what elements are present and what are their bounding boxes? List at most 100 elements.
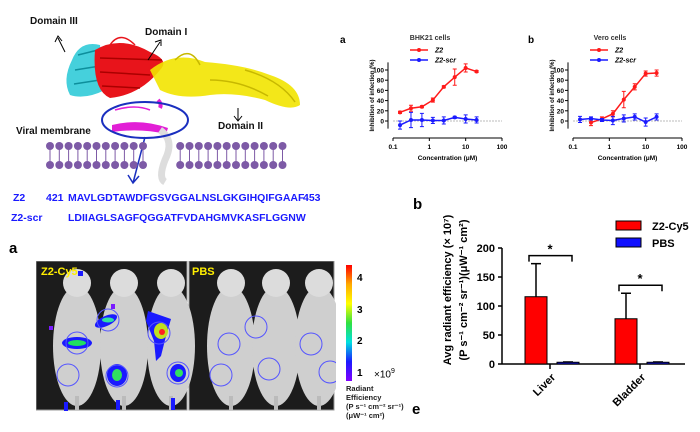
domain-iii-arrow-icon [54, 35, 66, 53]
x-tick-label: 10 [642, 144, 650, 151]
colorbar-title-line: (P s⁻¹ cm⁻² sr⁻¹) [346, 402, 404, 411]
data-point [441, 84, 446, 89]
mouse-head [63, 269, 91, 297]
colorbar-scale: ×10 [374, 369, 391, 381]
colorbar-multiplier: ×109 [374, 368, 395, 380]
y-axis-label: Inhibition of infection (%) [370, 60, 376, 132]
stem-peptide-helix [112, 98, 173, 186]
lipid-head [213, 161, 222, 169]
y-axis-label: (P s⁻¹ cm⁻² sr⁻¹)(μW⁻¹ cm²) [458, 219, 470, 360]
y-tick-label: 0 [380, 119, 384, 126]
mouse-head [305, 269, 333, 297]
lipid-head [176, 161, 185, 169]
bar [646, 361, 670, 365]
y-tick-label: 40 [377, 98, 385, 105]
y-tick-label: 60 [557, 88, 565, 95]
lipid-head [111, 161, 120, 169]
data-point [632, 84, 637, 89]
lipid-head [278, 142, 287, 150]
lipid-head [111, 142, 120, 150]
colorbar-tick: 1 [357, 367, 363, 379]
data-point [610, 111, 615, 116]
mouse-head [217, 269, 245, 297]
x-tick-label: 100 [677, 144, 688, 151]
legend-label: PBS [652, 238, 675, 250]
data-point [398, 123, 403, 128]
lipid-head [222, 142, 231, 150]
y-tick-label: 40 [557, 98, 565, 105]
protein-structure-illustration [46, 35, 300, 186]
lipid-head [92, 161, 101, 169]
mouse-body [207, 286, 255, 406]
mouse-tail [317, 396, 321, 410]
data-point [419, 117, 424, 122]
data-point [430, 98, 435, 103]
y-tick-label: 60 [377, 88, 385, 95]
domain-ii-ribbon [150, 52, 300, 108]
data-point [408, 106, 413, 111]
y-tick-label: 80 [557, 78, 565, 85]
viral-membrane-label: Viral membrane [16, 126, 91, 137]
legend-label: Z2-scr [614, 58, 637, 65]
lipid-head [241, 161, 250, 169]
viral-membrane-bilayer [46, 142, 287, 169]
legend-swatch [615, 220, 642, 231]
lipid-head [101, 161, 110, 169]
highlight-ellipse [101, 101, 189, 139]
lipid-head [185, 161, 194, 169]
data-point [408, 117, 413, 122]
bar [614, 318, 638, 365]
mouse-tail [229, 396, 233, 410]
lipid-head [55, 142, 64, 150]
lipid-head [204, 161, 213, 169]
data-point [654, 71, 659, 76]
data-point [632, 114, 637, 119]
lipid-head [55, 161, 64, 169]
lipid-head [250, 161, 259, 169]
legend-label: Z2 [614, 48, 623, 55]
lipid-head [269, 142, 278, 150]
domain-i-label: Domain I [145, 27, 188, 38]
y-tick-label: 0 [489, 359, 495, 371]
group-label-z2cy5: Z2-Cy5 [41, 266, 78, 278]
lipid-head [222, 161, 231, 169]
data-point [419, 104, 424, 109]
y-tick-label: 150 [477, 272, 495, 284]
lipid-head [185, 142, 194, 150]
legend-label: Z2-scr [434, 58, 457, 65]
lipid-head [46, 142, 54, 150]
domain-ii-arrow-icon [233, 108, 243, 122]
y-tick-label: 200 [477, 243, 495, 255]
x-axis-label: Concentration (μM) [418, 155, 478, 162]
group-label-pbs: PBS [192, 266, 215, 278]
colorbar-title: Radiant Efficiency (P s⁻¹ cm⁻² sr⁻¹) (μW… [346, 384, 404, 420]
mouse-head [110, 269, 138, 297]
mouse-tail [122, 396, 126, 410]
data-point [463, 65, 468, 70]
data-point [588, 116, 593, 121]
lipid-head [259, 142, 268, 150]
mouse-body [100, 286, 148, 406]
domain-i-arrow-icon [147, 39, 162, 61]
roi-circles [56, 308, 336, 388]
colorbar-exponent: 9 [390, 368, 395, 375]
lipid-head [83, 142, 92, 150]
legend-marker [417, 58, 421, 62]
lipid-head [241, 142, 250, 150]
mouse-head [157, 269, 185, 297]
legend-label: Z2 [434, 48, 443, 55]
y-tick-label: 100 [553, 68, 564, 75]
lipid-head [73, 142, 82, 150]
x-tick-label: 10 [462, 144, 470, 151]
legend-marker [597, 48, 601, 52]
lipid-head [176, 142, 185, 150]
lipid-head [194, 161, 203, 169]
lipid-head [46, 161, 54, 169]
data-point [398, 110, 403, 115]
bhk21-inhibition-chart: BHK21 cells 0 20 40 60 80 100 0.1 1 10 100 Concentr… [370, 35, 508, 162]
mouse-tail [274, 396, 278, 410]
mouse-imaging [36, 261, 336, 411]
sequence-z2: MAVLGDTAWDFGSVGGALNSLGKGIHQIFGAAF [68, 192, 305, 204]
colorbar [346, 265, 352, 381]
